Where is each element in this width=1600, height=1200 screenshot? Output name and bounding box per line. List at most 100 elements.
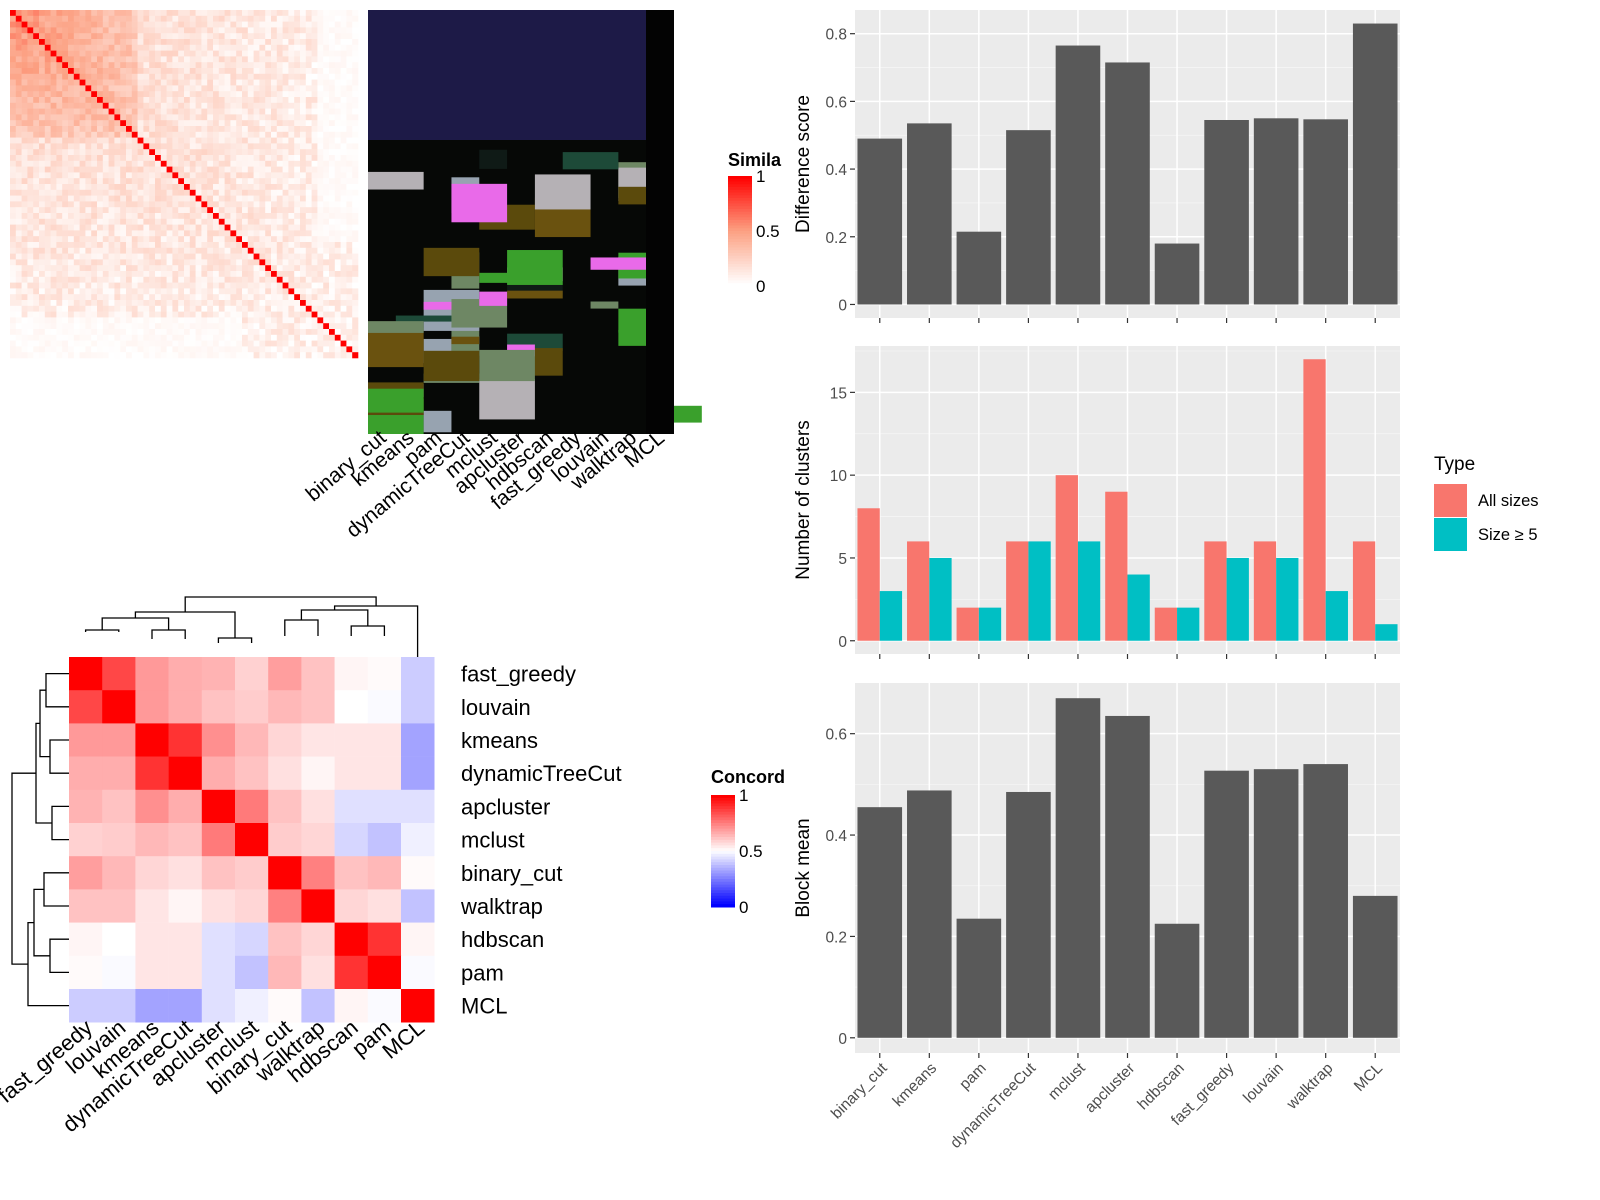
heatmap-cell — [21, 62, 28, 69]
heatmap-cell — [329, 230, 336, 237]
heatmap-cell — [276, 276, 283, 283]
heatmap-cell — [108, 149, 115, 156]
heatmap-cell — [149, 44, 156, 51]
heatmap-cell — [56, 50, 63, 57]
heatmap-cell — [346, 73, 353, 80]
heatmap-cell — [172, 207, 179, 214]
heatmap-cell — [242, 230, 249, 237]
heatmap-cell — [259, 230, 266, 237]
heatmap-cell — [10, 300, 17, 307]
heatmap-cell — [102, 108, 109, 115]
heatmap-cell — [97, 265, 104, 272]
heatmap-cell — [91, 62, 98, 69]
heatmap-cell — [97, 317, 104, 324]
heatmap-cell — [207, 184, 214, 191]
heatmap-cell — [236, 189, 243, 196]
heatmap-cell — [236, 276, 243, 283]
heatmap-cell — [218, 352, 225, 359]
heatmap-cell — [288, 39, 295, 46]
concordance-legend-swatch — [711, 820, 735, 824]
concordance-row-label: dynamicTreeCut — [461, 761, 622, 786]
heatmap-cell — [329, 271, 336, 278]
heatmap-cell — [73, 334, 80, 341]
heatmap-cell — [166, 207, 173, 214]
heatmap-cell — [334, 329, 341, 336]
heatmap-cell — [21, 137, 28, 144]
heatmap-cell — [56, 317, 63, 324]
heatmap-cell — [352, 178, 359, 185]
heatmap-cell — [236, 352, 243, 359]
heatmap-cell — [114, 97, 121, 104]
heatmap-cell — [271, 178, 278, 185]
heatmap-cell — [68, 300, 75, 307]
heatmap-cell — [224, 137, 231, 144]
heatmap-cell — [253, 10, 260, 17]
heatmap-cell — [195, 352, 202, 359]
heatmap-cell — [247, 282, 254, 289]
heatmap-cell — [218, 259, 225, 266]
heatmap-cell — [137, 276, 144, 283]
heatmap-cell — [282, 160, 289, 167]
heatmap-cell — [189, 33, 196, 40]
heatmap-cell — [288, 79, 295, 86]
heatmap-cell — [27, 201, 34, 208]
heatmap-cell — [247, 143, 254, 150]
heatmap-cell — [311, 120, 318, 127]
heatmap-cell — [85, 311, 92, 318]
heatmap-cell — [213, 97, 220, 104]
heatmap-cell — [242, 62, 249, 69]
heatmap-cell — [21, 346, 28, 353]
heatmap-cell — [155, 346, 162, 353]
heatmap-cell — [329, 340, 336, 347]
bar — [1006, 541, 1029, 641]
concordance-legend-swatch — [711, 856, 735, 860]
concordance-legend-swatch — [711, 817, 735, 821]
heatmap-cell — [253, 50, 260, 57]
heatmap-cell — [288, 247, 295, 254]
heatmap-cell — [21, 178, 28, 185]
heatmap-cell — [10, 247, 17, 254]
heatmap-cell — [288, 346, 295, 353]
heatmap-cell — [253, 184, 260, 191]
heatmap-cell — [126, 247, 133, 254]
heatmap-cell — [15, 352, 22, 359]
heatmap-cell — [340, 201, 347, 208]
heatmap-cell — [62, 276, 69, 283]
concordance-legend-swatch — [711, 867, 735, 872]
heatmap-cell — [334, 178, 341, 185]
bar — [907, 123, 952, 305]
heatmap-cell — [300, 334, 307, 341]
similarity-legend-tick: 1 — [756, 167, 765, 186]
heatmap-cell — [62, 305, 69, 312]
heatmap-cell — [288, 126, 295, 133]
heatmap-cell — [352, 207, 359, 214]
heatmap-cell — [50, 230, 57, 237]
heatmap-cell — [126, 15, 133, 22]
heatmap-cell — [253, 282, 260, 289]
heatmap-cell — [184, 201, 191, 208]
heatmap-cell — [166, 300, 173, 307]
heatmap-cell — [317, 160, 324, 167]
heatmap-cell — [247, 155, 254, 162]
heatmap-cell — [97, 346, 104, 353]
heatmap-cell — [120, 137, 127, 144]
heatmap-cell — [213, 288, 220, 295]
heatmap-cell — [276, 242, 283, 249]
heatmap-cell — [160, 166, 167, 173]
heatmap-cell — [294, 15, 301, 22]
heatmap-cell — [126, 300, 133, 307]
heatmap-cell — [352, 160, 359, 167]
heatmap-cell — [21, 276, 28, 283]
heatmap-cell — [253, 15, 260, 22]
heatmap-cell — [149, 282, 156, 289]
heatmap-cell — [340, 282, 347, 289]
heatmap-cell — [218, 282, 225, 289]
heatmap-cell — [79, 155, 86, 162]
heatmap-cell — [91, 213, 98, 220]
heatmap-cell — [85, 62, 92, 69]
heatmap-cell — [247, 334, 254, 341]
heatmap-cell — [166, 68, 173, 75]
heatmap-cell — [247, 27, 254, 34]
heatmap-cell — [91, 10, 98, 17]
heatmap-cell — [149, 166, 156, 173]
